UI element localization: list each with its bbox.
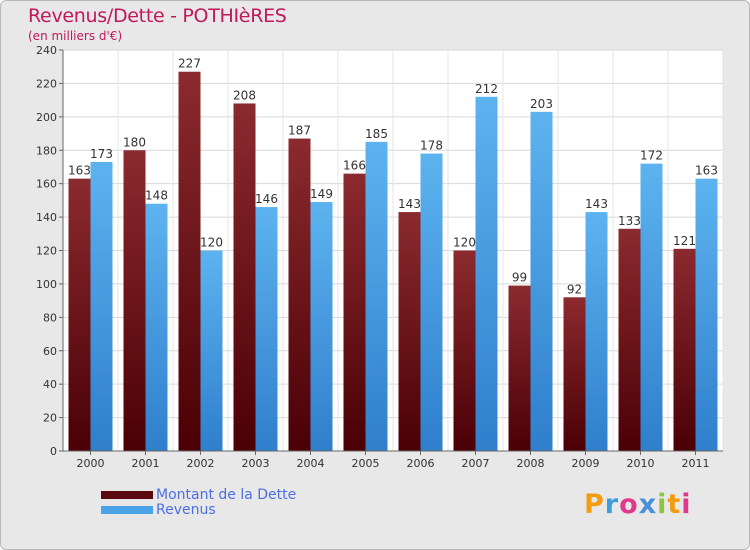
x-tick-label: 2004	[297, 457, 325, 470]
data-label: 99	[512, 271, 527, 285]
bar-dette	[288, 138, 311, 451]
y-tick-label: 140	[36, 211, 57, 224]
y-tick-label: 0	[50, 445, 57, 458]
bar-dette	[68, 178, 91, 451]
data-label: 163	[68, 164, 91, 178]
x-tick-label: 2003	[242, 457, 270, 470]
data-label: 178	[420, 139, 443, 153]
bar-dette	[233, 103, 256, 451]
bar-revenus	[420, 153, 443, 451]
legend-label-revenus: Revenus	[156, 502, 216, 518]
data-label: 149	[310, 187, 333, 201]
data-label: 143	[398, 197, 421, 211]
data-label: 212	[475, 82, 498, 96]
data-label: 92	[567, 282, 582, 296]
x-tick-label: 2007	[462, 457, 490, 470]
data-label: 208	[233, 88, 256, 102]
logo-letter: r	[604, 489, 620, 520]
bar-revenus	[145, 203, 168, 451]
data-label: 185	[365, 127, 388, 141]
data-label: 173	[90, 147, 113, 161]
data-label: 146	[255, 192, 278, 206]
legend-item-debt: Montant de la Dette	[101, 487, 296, 503]
y-tick-label: 240	[36, 44, 57, 57]
bar-revenus	[530, 111, 553, 451]
x-tick-label: 2011	[682, 457, 710, 470]
bar-revenus	[90, 161, 113, 451]
logo-letter: i	[681, 489, 692, 520]
x-tick-label: 2005	[352, 457, 380, 470]
bar-dette	[508, 285, 531, 451]
bar-dette	[563, 297, 586, 451]
legend-swatch-debt	[101, 491, 153, 499]
bar-revenus	[255, 207, 278, 451]
data-label: 120	[200, 236, 223, 250]
logo-letter: P	[584, 489, 605, 520]
logo-letter: x	[638, 489, 658, 520]
data-labels: 163 173 180 148 227 120 208 146 187 149 166 185 143 1…	[68, 57, 718, 297]
legend-swatch-revenus	[101, 506, 153, 514]
x-tick-label: 2006	[407, 457, 435, 470]
y-tick-label: 160	[36, 178, 57, 191]
bar-revenus	[585, 212, 608, 451]
x-tick-label: 2000	[77, 457, 105, 470]
chart-title: Revenus/Dette - POTHIèRES	[28, 5, 287, 27]
data-label: 133	[618, 214, 641, 228]
data-label: 148	[145, 189, 168, 203]
logo-letter: t	[667, 489, 682, 520]
logo-letter: o	[619, 489, 639, 520]
legend-item-revenus: Revenus	[101, 502, 216, 518]
data-label: 163	[695, 164, 718, 178]
data-label: 121	[673, 234, 696, 248]
y-tick-label: 100	[36, 278, 57, 291]
bar-revenus	[695, 178, 718, 451]
data-label: 172	[640, 149, 663, 163]
bar-revenus	[640, 163, 663, 451]
x-tick-label: 2009	[572, 457, 600, 470]
bar-dette	[453, 250, 476, 451]
x-tick-label: 2002	[187, 457, 215, 470]
logo-letter: i	[657, 489, 668, 520]
x-tick-label: 2008	[517, 457, 545, 470]
y-tick-label: 40	[43, 378, 57, 391]
data-label: 180	[123, 135, 146, 149]
legend-label-debt: Montant de la Dette	[156, 487, 297, 503]
y-tick-label: 80	[43, 311, 57, 324]
x-tick-label: 2010	[627, 457, 655, 470]
bar-dette	[178, 71, 201, 452]
y-tick-label: 180	[36, 144, 57, 157]
chart-subtitle: (en milliers d'€)	[28, 29, 123, 43]
bar-dette	[673, 248, 696, 451]
y-tick-label: 220	[36, 77, 57, 90]
data-label: 166	[343, 159, 366, 173]
bar-revenus	[365, 141, 388, 452]
proxiti-logo: Proxiti	[584, 489, 692, 520]
bar-revenus	[310, 202, 333, 451]
y-tick-label: 60	[43, 345, 57, 358]
bar-revenus	[200, 250, 223, 451]
bar-dette	[398, 212, 421, 451]
y-tick-label: 120	[36, 245, 57, 258]
bar-dette	[618, 228, 641, 451]
y-tick-label: 20	[43, 412, 57, 425]
axes: 0 20 40 60 80 100 120 140 160 180 200 220 240 2000 200…	[36, 44, 723, 470]
data-label: 187	[288, 124, 311, 138]
bar-revenus	[475, 96, 498, 452]
data-label: 227	[178, 57, 201, 71]
data-label: 143	[585, 197, 608, 211]
data-label: 203	[530, 97, 553, 111]
y-tick-label: 200	[36, 111, 57, 124]
bar-dette	[343, 173, 366, 451]
bars	[68, 71, 718, 452]
x-tick-label: 2001	[132, 457, 160, 470]
grid-lines	[62, 49, 724, 452]
data-label: 120	[453, 236, 476, 250]
bar-dette	[123, 150, 146, 451]
